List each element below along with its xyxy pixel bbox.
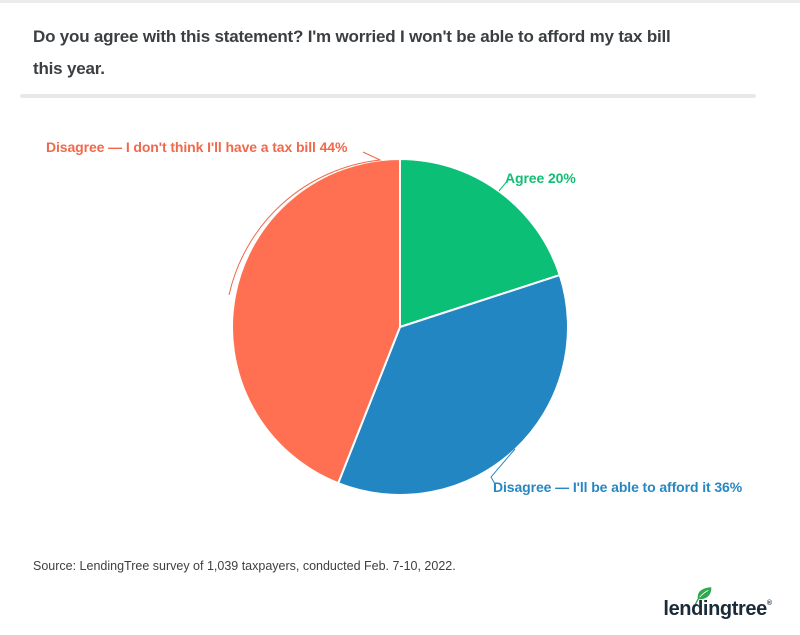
chart-title-line2: this year.	[33, 59, 105, 78]
pie-slices	[231, 158, 569, 496]
leader-line-agree	[498, 179, 509, 192]
chart-title: Do you agree with this statement? I'm wo…	[33, 21, 671, 85]
lendingtree-wordmark: lendingtree	[663, 598, 767, 620]
slice-label-agree: Agree 20%	[505, 170, 576, 186]
lendingtree-logo: lendingtree®	[663, 587, 772, 627]
pie-chart-svg	[228, 151, 569, 496]
slice-label-disagree-nobill: Disagree — I don't think I'll have a tax…	[46, 139, 348, 155]
leader-line-disagree-nobill	[228, 151, 382, 296]
pie-slice-2	[231, 158, 401, 485]
leaf-icon	[695, 587, 712, 604]
pie-slice-0	[399, 158, 561, 328]
leader-line-disagree-afford	[490, 448, 516, 485]
title-divider	[20, 94, 756, 98]
slice-label-disagree-afford: Disagree — I'll be able to afford it 36%	[493, 479, 743, 495]
source-note: Source: LendingTree survey of 1,039 taxp…	[33, 559, 456, 573]
pie-chart: Disagree — I don't think I'll have a tax…	[0, 3, 800, 635]
chart-title-line1: Do you agree with this statement? I'm wo…	[33, 27, 671, 46]
registered-trademark: ®	[766, 600, 772, 607]
